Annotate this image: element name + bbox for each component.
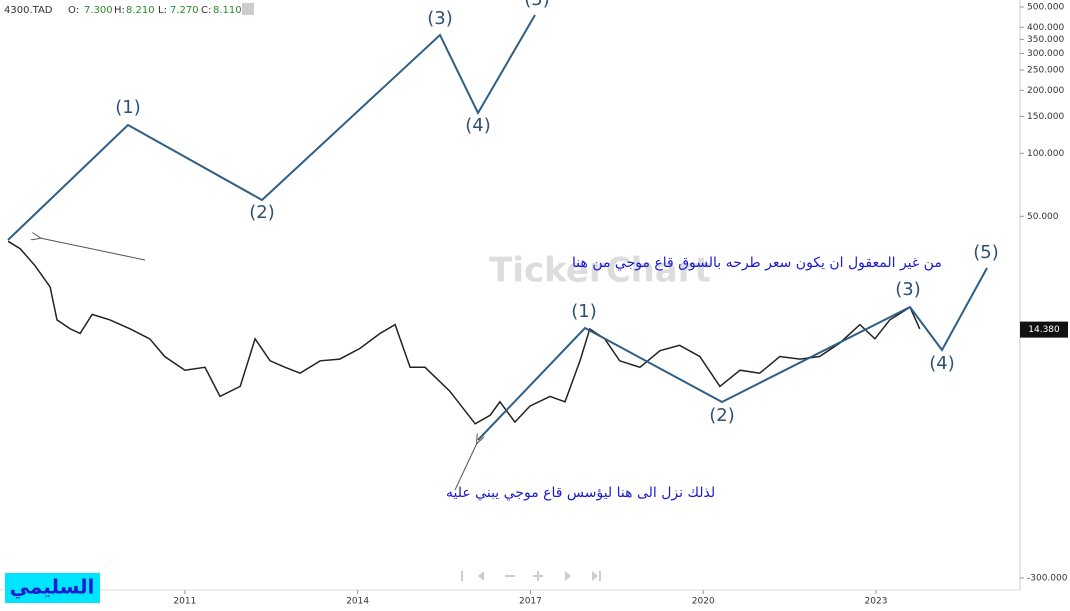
close: 8.110 <box>213 5 242 16</box>
zoom-out[interactable] <box>505 575 515 577</box>
wave-upper <box>7 14 536 241</box>
toolbar <box>461 571 601 581</box>
y-tick-label: 250.000 <box>1027 66 1064 76</box>
price-line <box>7 240 921 425</box>
last-price-box <box>1020 321 1068 338</box>
scroll-end[interactable] <box>592 571 601 581</box>
scroll-right[interactable] <box>565 571 571 581</box>
header: 4300.TAD O: 7.300 H: 8.210 L: 7.270 C: 8… <box>4 3 254 16</box>
wave-label: (4) <box>465 115 491 136</box>
wave-label: (2) <box>709 405 735 426</box>
y-tick-label: 300.000 <box>1027 49 1064 59</box>
high-label: H: <box>114 5 125 16</box>
x-tick-label: 2023 <box>865 597 888 607</box>
y-tick-label: 400.000 <box>1027 23 1064 33</box>
annotation: لذلك نزل الى هنا ليؤسس قاع موجي يبني علي… <box>446 485 715 501</box>
wave-label: (3) <box>895 279 921 300</box>
annotation: من غير المعقول ان يكون سعر طرحه بالسوق ق… <box>572 255 942 271</box>
wave-lower <box>477 267 988 441</box>
wave-label: (2) <box>249 202 275 223</box>
wave-label: (1) <box>115 97 141 118</box>
wave-label: (1) <box>571 301 597 322</box>
open: 7.300 <box>84 5 113 16</box>
logo: السليمي <box>10 575 95 600</box>
low: 7.270 <box>170 5 199 16</box>
arrow <box>40 238 146 261</box>
zoom-in[interactable] <box>533 571 543 581</box>
wave-label: (5) <box>524 0 550 10</box>
y-tick-label: 100.000 <box>1027 149 1064 159</box>
y-tick-label: 500.000 <box>1027 2 1064 12</box>
x-tick-label: 2017 <box>519 597 542 607</box>
x-tick-label: 2011 <box>173 597 196 607</box>
more-button[interactable] <box>242 3 254 15</box>
wave-label: (5) <box>973 242 999 263</box>
y-tick-label: -300.000 <box>1027 574 1068 584</box>
y-tick-label: 200.000 <box>1027 86 1064 96</box>
scroll-left[interactable] <box>478 571 484 581</box>
watermark: TickerChart <box>489 251 711 291</box>
symbol: 4300.TAD <box>4 5 53 16</box>
y-tick-label: 50.000 <box>1027 212 1059 222</box>
close-label: C: <box>201 5 211 16</box>
x-tick-label: 2020 <box>692 597 715 607</box>
arrow <box>454 443 477 491</box>
wave-label: (4) <box>929 353 955 374</box>
x-tick-label: 2014 <box>346 597 369 607</box>
y-tick-label: 150.000 <box>1027 112 1064 122</box>
wave-label: (3) <box>427 8 453 29</box>
logo-box <box>5 573 100 603</box>
high: 8.210 <box>126 5 155 16</box>
toolbar-sep <box>461 571 463 581</box>
low-label: L: <box>158 5 167 16</box>
y-tick-label: 350.000 <box>1027 35 1064 45</box>
open-label: O: <box>68 5 79 16</box>
last-price-label: 14.380 <box>1028 325 1060 335</box>
